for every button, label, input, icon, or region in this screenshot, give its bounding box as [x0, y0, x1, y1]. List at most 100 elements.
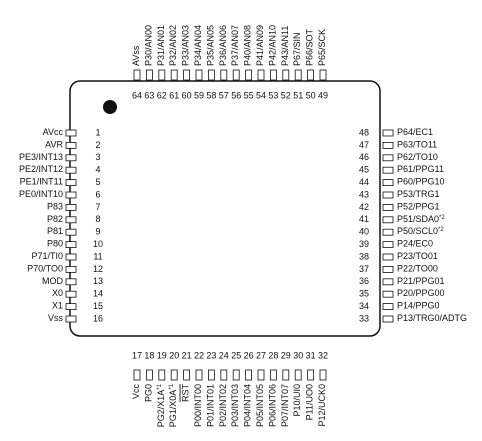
pin-label: PG2/X1A*1 — [156, 383, 166, 427]
pin-number: 44 — [359, 177, 369, 187]
pin-number: 16 — [93, 313, 103, 323]
pin-label: P42/AN10 — [268, 25, 278, 66]
pin — [282, 369, 290, 381]
pin-label: P41/AN09 — [255, 25, 265, 66]
pin — [307, 369, 315, 381]
pin-label: Vss — [48, 313, 64, 323]
pin-name: P03/INT03 — [231, 384, 241, 427]
pin-number: 43 — [359, 189, 369, 199]
pin-label: P33/AN03 — [181, 25, 191, 66]
pin — [319, 69, 327, 81]
pin-label: P71/TI0 — [31, 251, 63, 261]
pin — [65, 241, 77, 249]
pin-number: 4 — [95, 165, 100, 175]
pin-name: P52/PPG1 — [397, 202, 440, 212]
pin-name: P60/PPG10 — [397, 177, 445, 187]
pin-name: P62/TO10 — [397, 152, 438, 162]
pin — [65, 141, 77, 149]
pin-label: PE0/INT10 — [19, 189, 63, 199]
pin — [382, 278, 394, 286]
pin-number: 30 — [293, 350, 303, 360]
pin — [232, 369, 240, 381]
pin-label: P80 — [47, 239, 63, 249]
pin-label: P67/SIN — [293, 32, 303, 66]
pin-label: P36/AN06 — [218, 25, 228, 66]
pin-label: P23/TO01 — [397, 251, 438, 261]
pin-number: 27 — [256, 350, 266, 360]
pin-number: 28 — [268, 350, 278, 360]
pin-number: 11 — [93, 251, 102, 261]
pin — [65, 179, 77, 187]
pin — [382, 253, 394, 261]
pin-number: 25 — [231, 350, 241, 360]
pin — [269, 69, 277, 81]
pin-name: P67/SIN — [293, 32, 303, 66]
pin-name: P07/INT07 — [280, 384, 290, 427]
pin-label: P43/AN11 — [280, 26, 290, 66]
pin-name: P37/AN07 — [231, 25, 241, 66]
pin-name: P22/TO00 — [397, 264, 438, 274]
pin — [65, 191, 77, 199]
pin-label: P35/AN05 — [206, 25, 216, 66]
pin — [65, 166, 77, 174]
pin-label: PG1/X0A*1 — [169, 383, 179, 427]
pin-number: 56 — [231, 90, 241, 100]
pin — [382, 290, 394, 298]
pin — [294, 369, 302, 381]
pin — [65, 278, 77, 286]
pin-number: 49 — [318, 90, 328, 100]
pin-name: P23/TO01 — [397, 251, 438, 261]
pin-label: PE1/INT11 — [20, 177, 63, 187]
pin-label: P53/TRG1 — [397, 189, 440, 199]
pin-name: P41/AN09 — [255, 25, 265, 66]
pin-number: 60 — [182, 90, 192, 100]
pin-label: P01/INT01 — [206, 384, 216, 427]
pin-label: AVcc — [43, 127, 64, 137]
pin-label: P22/TO00 — [397, 264, 438, 274]
pin-number: 55 — [244, 90, 254, 100]
pin — [183, 369, 191, 381]
pin-label: P31/AN01 — [156, 25, 166, 66]
pin-number: 37 — [359, 264, 369, 274]
pin-name: P80 — [47, 239, 63, 249]
pin-label: P04/INT04 — [243, 384, 253, 427]
pin-name: P53/TRG1 — [397, 189, 440, 199]
pin-label: P81 — [47, 227, 63, 237]
pin-name: P63/TO11 — [397, 140, 437, 150]
pin — [245, 369, 253, 381]
pin-name: P81 — [47, 227, 63, 237]
pin-name: PE1/INT11 — [20, 177, 63, 187]
pin — [170, 369, 178, 381]
pin — [65, 129, 77, 137]
pin-label: X1 — [52, 301, 63, 311]
pin-number: 41 — [359, 214, 369, 224]
pin-number: 24 — [219, 350, 229, 360]
pin-name: P65/SCK — [317, 29, 327, 66]
pin-name: X0 — [52, 289, 63, 299]
pin — [382, 154, 394, 162]
pin-name: Vcc — [131, 384, 141, 400]
pin-label: P63/TO11 — [397, 140, 437, 150]
pin — [307, 69, 315, 81]
pin — [382, 228, 394, 236]
pin-label: MOD — [42, 276, 63, 286]
pin — [65, 203, 77, 211]
pin-label: P06/INT06 — [268, 384, 278, 427]
pin-number: 7 — [95, 202, 100, 212]
pin-name: AVss — [131, 45, 141, 66]
pin-number: 20 — [169, 350, 179, 360]
pin-name: X1 — [52, 301, 63, 311]
chip-body — [69, 80, 381, 337]
pin-number: 2 — [95, 140, 100, 150]
pin — [382, 141, 394, 149]
pin-label: AVss — [131, 45, 141, 66]
pin-name: P30/AN00 — [144, 25, 154, 66]
pin-number: 54 — [256, 90, 266, 100]
pin-number: 40 — [359, 227, 369, 237]
pin — [65, 253, 77, 261]
pin-label: P03/INT03 — [231, 384, 241, 427]
pin-note: *1 — [156, 383, 162, 389]
pin-number: 6 — [95, 189, 100, 199]
pin-number: 9 — [95, 227, 100, 237]
pin-label: P00/INT00 — [193, 384, 203, 427]
